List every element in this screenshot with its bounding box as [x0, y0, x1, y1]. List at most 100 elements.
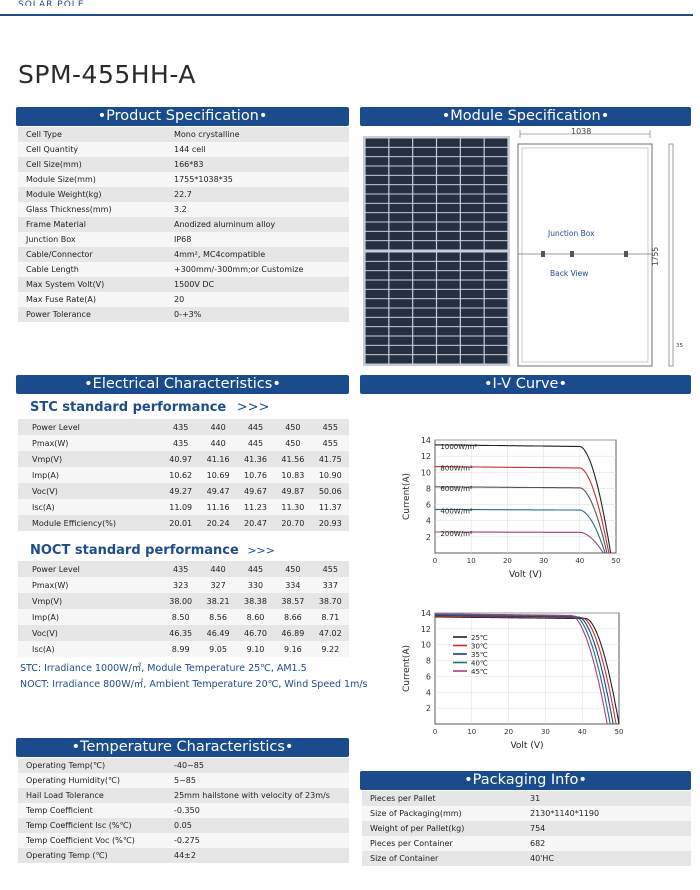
series-label: 800W/m²	[440, 465, 472, 473]
cell-value: 337	[311, 577, 349, 593]
row-label: Glass Thickness(mm)	[18, 202, 174, 217]
height-label: 1755	[651, 247, 660, 266]
legend-entry: 40℃	[471, 660, 488, 668]
cell-value: 9.22	[311, 641, 349, 657]
row-label: Power Level	[18, 419, 162, 435]
series-label: 200W/m²	[440, 530, 472, 538]
cell-value: 450	[274, 561, 312, 577]
stc-arrows: >>>	[236, 400, 270, 415]
row-value: 0.05	[174, 818, 349, 833]
x-tick-label: 50	[612, 557, 621, 565]
table-row: Isc(A) 11.09 11.16 11.23 11.30 11.37	[18, 499, 349, 515]
row-value: IP68	[174, 232, 349, 247]
series-label: 400W/m²	[440, 507, 472, 515]
table-row: Junction Box IP68	[18, 232, 349, 247]
row-value: 40'HC	[530, 851, 691, 866]
series-line	[435, 614, 614, 725]
cell-value: 435	[162, 419, 200, 435]
stc-title: STC standard performance >>>	[30, 400, 269, 415]
cell-value: 49.47	[199, 483, 237, 499]
x-tick-label: 0	[433, 557, 437, 565]
noct-table: Power Level 435 440 445 450 455 Pmax(W) 323 327 3…	[18, 561, 349, 657]
cell-value: 20.47	[236, 515, 275, 531]
cell-value: 41.36	[236, 451, 275, 467]
x-tick-label: 20	[504, 728, 513, 736]
x-tick-label: 30	[541, 728, 550, 736]
cell-value: 440	[199, 561, 237, 577]
cell-value: 10.90	[311, 467, 349, 483]
table-row: Cable/Connector 4mm², MC4compatible	[18, 247, 349, 262]
cell-value: 10.62	[162, 467, 200, 483]
table-row: Vmp(V) 40.97 41.16 41.36 41.56 41.75	[18, 451, 349, 467]
legend-entry: 45℃	[471, 668, 488, 676]
series-line	[435, 486, 608, 554]
stc-note: STC: Irradiance 1000W/㎡, Module Temperat…	[20, 663, 307, 674]
depth-label: 35	[676, 343, 683, 349]
module-back-view: 1038 Junction Box Back View 1755 35	[514, 126, 684, 371]
cell-value: 49.27	[162, 483, 200, 499]
table-row: Weight of per Pallet(kg) 754	[362, 821, 691, 836]
series-line	[435, 466, 610, 554]
row-label: Isc(A)	[18, 641, 162, 657]
temperature-table: Operating Temp(℃) -40~85 Operating Humidit…	[18, 758, 349, 863]
x-axis-label: Volt (V)	[509, 570, 542, 580]
cell-value: 10.69	[199, 467, 237, 483]
cell-value: 11.23	[236, 499, 275, 515]
row-label: Size of Packaging(mm)	[362, 806, 530, 821]
table-row: Pieces per Container 682	[362, 836, 691, 851]
series-line	[435, 614, 611, 725]
row-label: Junction Box	[18, 232, 174, 247]
table-row: Voc(V) 49.27 49.47 49.67 49.87 50.06	[18, 483, 349, 499]
row-value: 754	[530, 821, 691, 836]
y-tick-label: 14	[421, 609, 431, 618]
row-label: Voc(V)	[18, 625, 162, 641]
y-tick-label: 2	[426, 704, 431, 713]
table-row: Voc(V) 46.35 46.49 46.70 46.89 47.02	[18, 625, 349, 641]
row-value: +300mm/-300mm;or Customize	[174, 262, 349, 277]
row-label: Pmax(W)	[18, 435, 162, 451]
cell-value: 38.38	[236, 593, 275, 609]
cell-value: 38.70	[311, 593, 349, 609]
cell-value: 455	[311, 561, 349, 577]
table-row: Hail Load Tolerance 25mm hailstone with v…	[18, 788, 349, 803]
table-row: Max System Volt(V) 1500V DC	[18, 277, 349, 292]
series-line	[435, 616, 620, 725]
cell-value: 440	[199, 435, 237, 451]
x-tick-label: 20	[503, 557, 512, 565]
row-label: Imp(A)	[18, 609, 162, 625]
cell-value: 455	[311, 419, 349, 435]
cell-value: 46.49	[199, 625, 237, 641]
y-tick-label: 2	[426, 533, 431, 542]
table-row: Pieces per Pallet 31	[362, 791, 691, 806]
row-label: Pieces per Pallet	[362, 791, 530, 806]
cell-value: 11.16	[199, 499, 237, 515]
cell-value: 445	[236, 561, 275, 577]
y-tick-label: 6	[426, 501, 431, 510]
noct-arrows: >>>	[247, 544, 275, 557]
product-spec-banner: •Product Specification•	[16, 107, 349, 126]
irradiance-iv-chart: 2 4 6 8 10 12 14 0 10 20 30 40 50 Volt (V) Current(A) 1…	[402, 436, 621, 580]
table-row: Size of Packaging(mm) 2130*1140*1190	[362, 806, 691, 821]
noct-title-text: NOCT standard performance	[30, 543, 239, 558]
y-tick-label: 6	[426, 672, 431, 681]
table-row: Power Level 435 440 445 450 455	[18, 561, 349, 577]
table-row: Power Level 435 440 445 450 455	[18, 419, 349, 435]
row-value: Anodized aluminum alloy	[174, 217, 349, 232]
row-label: Module Weight(kg)	[18, 187, 174, 202]
packaging-table: Pieces per Pallet 31 Size of Packaging(mm)…	[362, 791, 691, 866]
stc-title-text: STC standard performance	[30, 400, 227, 415]
x-tick-label: 50	[615, 728, 624, 736]
noct-title: NOCT standard performance >>>	[30, 543, 275, 558]
table-row: Module Weight(kg) 22.7	[18, 187, 349, 202]
row-label: Cell Type	[18, 127, 174, 142]
cell-value: 41.75	[311, 451, 349, 467]
stc-table: Power Level 435 440 445 450 455 Pmax(W) 435 440 4…	[18, 419, 349, 531]
y-tick-label: 12	[421, 452, 431, 461]
cell-value: 9.16	[274, 641, 312, 657]
row-label: Operating Humidity(℃)	[18, 773, 174, 788]
x-tick-label: 30	[539, 557, 548, 565]
cell-value: 47.02	[311, 625, 349, 641]
legend-entry: 25℃	[471, 634, 488, 642]
electrical-banner: •Electrical Characteristics•	[16, 375, 349, 394]
y-tick-label: 8	[426, 484, 431, 493]
